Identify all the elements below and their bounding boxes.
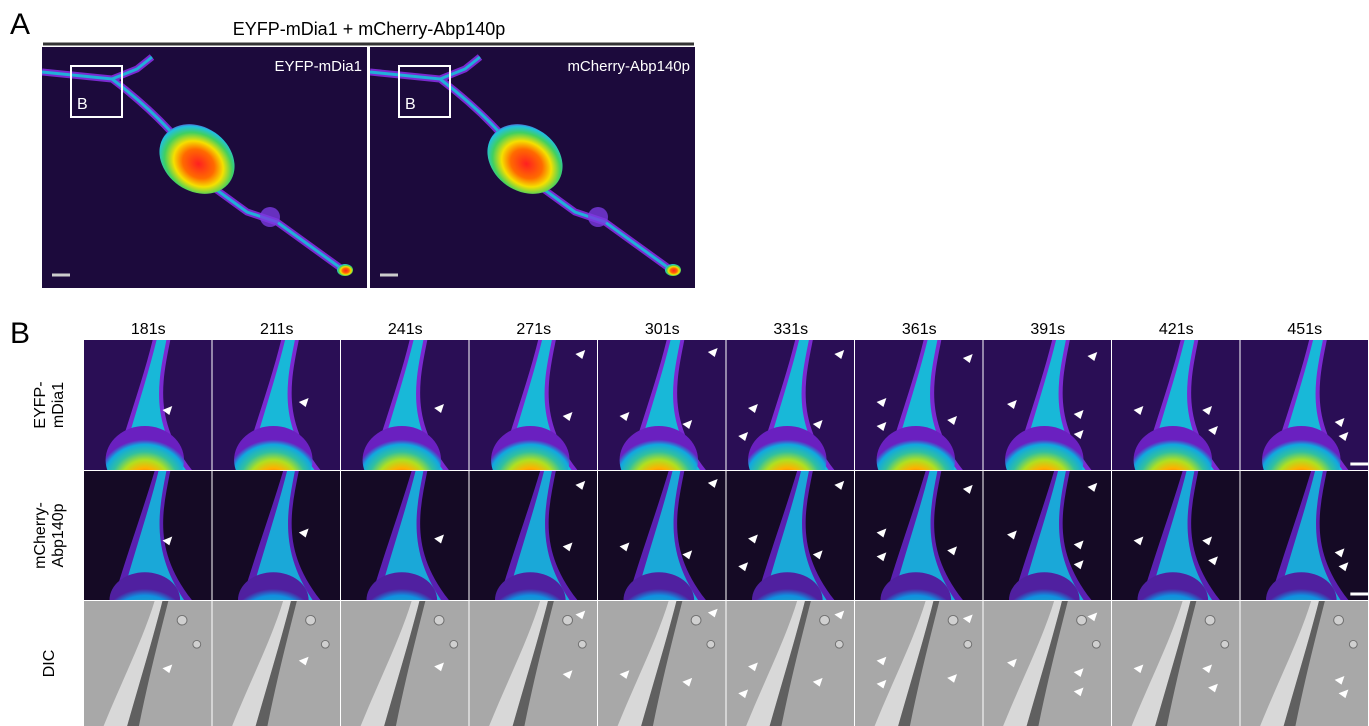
micrograph-tile	[727, 601, 855, 726]
micrograph-tile	[341, 601, 469, 726]
panel-title: EYFP-mDia1 + mCherry-Abp140p	[233, 19, 506, 39]
panel-label: B	[10, 317, 30, 350]
time-label: 301s	[645, 321, 680, 338]
micrograph-tile	[213, 601, 341, 726]
micrograph-tile	[341, 340, 469, 494]
micrograph-tile	[84, 340, 212, 494]
row-label: DIC	[41, 650, 58, 678]
time-label: 211s	[260, 321, 294, 338]
micrograph-tile	[984, 601, 1112, 726]
roi-label: B	[77, 96, 88, 113]
micrograph-tile	[470, 340, 598, 494]
time-label: 391s	[1030, 321, 1065, 338]
figure: A EYFP-mDia1 + mCherry-Abp140p B B EYFP-m…	[0, 0, 1369, 726]
micrograph-tile	[855, 340, 983, 494]
micrograph-tile	[213, 340, 341, 494]
micrograph-tile	[1241, 601, 1369, 726]
micrograph: B EYFP-mDia1	[42, 47, 367, 288]
micrograph-tile	[1112, 601, 1240, 726]
roi-label: B	[405, 96, 416, 113]
row-label: Abp140p	[50, 503, 67, 567]
micrograph-tile	[470, 601, 598, 726]
micrograph-tile	[727, 340, 855, 494]
channel-label: mCherry-Abp140p	[567, 58, 690, 75]
row-label: EYFP-	[32, 381, 49, 428]
time-label: 421s	[1159, 321, 1194, 338]
time-label: 181s	[131, 321, 166, 338]
micrograph-tile	[84, 601, 212, 726]
row-label: mDia1	[50, 382, 67, 428]
time-label: 451s	[1287, 321, 1322, 338]
micrograph-tile	[1112, 340, 1240, 494]
time-label: 241s	[388, 321, 423, 338]
time-label: 361s	[902, 321, 937, 338]
time-label: 331s	[773, 321, 808, 338]
micrograph-tile	[984, 340, 1112, 494]
micrograph-tile	[855, 601, 983, 726]
row-label: mCherry-	[32, 502, 49, 569]
micrograph-tile	[598, 601, 726, 726]
micrograph-tile	[598, 340, 726, 494]
channel-label: EYFP-mDia1	[274, 58, 362, 75]
panel-label: A	[10, 8, 30, 41]
micrograph-tile	[1241, 340, 1369, 494]
time-label: 271s	[516, 321, 551, 338]
